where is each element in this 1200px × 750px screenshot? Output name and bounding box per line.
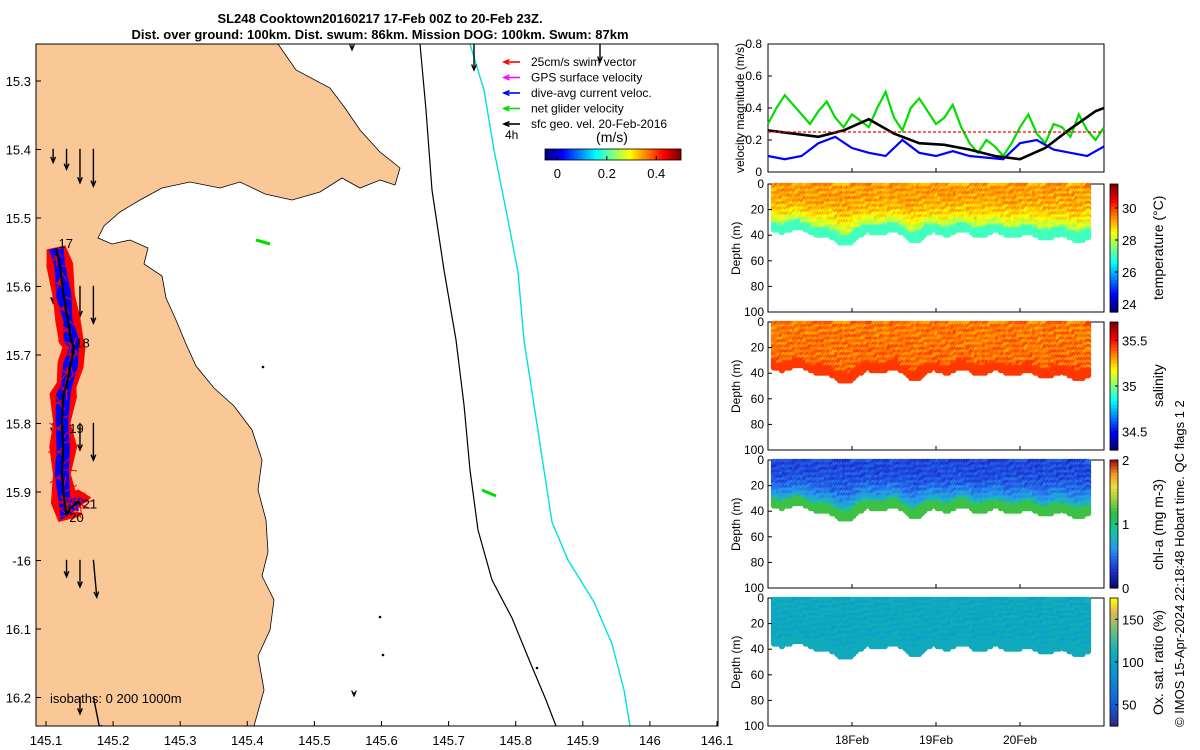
- map-colorbar-tick-0.4: 0.4: [647, 166, 665, 181]
- islet-4: [535, 666, 539, 670]
- map-y-tick-16.1: 16.1: [6, 622, 31, 637]
- legend-entry-0: 25cm/s swim vector: [531, 55, 636, 69]
- map-x-tick-145.6: 145.6: [365, 733, 398, 748]
- geostrophic-vector-bottom-1: [351, 690, 357, 698]
- section-3-ylabel: Depth (m): [729, 359, 743, 413]
- map-x-tick-145.3: 145.3: [164, 733, 197, 748]
- geostrophic-vector-top-1: [349, 44, 355, 52]
- legend-arrow-1: [501, 74, 520, 81]
- map-y-tick-15.6: 15.6: [6, 280, 31, 295]
- day-label-17: 17: [58, 236, 72, 251]
- map-y-tick-15.8: 15.8: [6, 417, 31, 432]
- map-x-tick-145.4: 145.4: [231, 733, 264, 748]
- isobaths-label: isobaths: 0 200 1000m: [50, 691, 182, 706]
- section-4-ylabel: Depth (m): [729, 497, 743, 551]
- map-y-tick-16.2: 16.2: [6, 691, 31, 706]
- credit-text: © IMOS 15-Apr-2024 22:18:48 Hobart time.…: [1172, 400, 1187, 727]
- islet-3: [381, 653, 385, 657]
- section-5-cbar-label: Ox. sat. ratio (%): [1150, 609, 1166, 715]
- legend-entry-2: dive-avg current veloc.: [531, 86, 652, 100]
- legend-scale-label: 4h: [505, 128, 518, 142]
- isobath-1000m: [469, 44, 631, 726]
- map-x-tick-145.7: 145.7: [432, 733, 465, 748]
- map-colorbar-tick-0: 0: [554, 166, 561, 181]
- map-y-tick--16: -16: [12, 554, 31, 569]
- geostrophic-vector-top-2: [471, 44, 477, 72]
- section-4-cbar-label: chl-a (mg m-3): [1150, 478, 1166, 570]
- day-label-21: 21: [83, 496, 97, 511]
- day-label-18: 18: [75, 335, 89, 350]
- day-label-19: 19: [69, 421, 83, 436]
- map-x-tick-145.9: 145.9: [567, 733, 600, 748]
- legend-entry-3: net glider velocity: [531, 102, 624, 116]
- velocity-ylabel: velocity magnitude (m/s): [733, 42, 747, 174]
- legend-arrow-2: [501, 89, 520, 97]
- section-2-cbar-label: temperature (°C): [1150, 195, 1166, 301]
- map-colorbar-tick-0.2: 0.2: [598, 166, 616, 181]
- net-velocity-end: [481, 488, 497, 498]
- map-y-tick-15.7: 15.7: [6, 348, 31, 363]
- map-x-tick-145.5: 145.5: [298, 733, 331, 748]
- map-y-tick-15.9: 15.9: [6, 485, 31, 500]
- map-x-tick-145.8: 145.8: [499, 733, 532, 748]
- map-y-tick-15.4: 15.4: [6, 143, 31, 158]
- map-x-tick-146: 146: [639, 733, 661, 748]
- section-2-ylabel: Depth (m): [729, 221, 743, 275]
- legend-arrow-3: [501, 105, 520, 112]
- map-y-tick-15.3: 15.3: [6, 74, 31, 89]
- islet-2: [378, 615, 382, 619]
- islet-1: [261, 365, 265, 369]
- section-3-cbar-label: salinity: [1150, 364, 1166, 408]
- map-x-tick-145.1: 145.1: [30, 733, 63, 748]
- map-x-tick-146.1: 146.1: [701, 733, 734, 748]
- map-y-tick-15.5: 15.5: [6, 211, 31, 226]
- isobath-200m: [419, 44, 557, 726]
- section-5-ylabel: Depth (m): [729, 635, 743, 689]
- day-label-20: 20: [69, 510, 83, 525]
- map-colorbar-label: (m/s): [596, 129, 628, 145]
- coastline-land: [36, 44, 401, 726]
- map-x-tick-145.2: 145.2: [97, 733, 130, 748]
- legend-arrow-4: [501, 120, 520, 128]
- legend-entry-1: GPS surface velocity: [531, 71, 642, 85]
- net-velocity-start: [255, 238, 271, 246]
- legend-arrow-0: [501, 58, 520, 66]
